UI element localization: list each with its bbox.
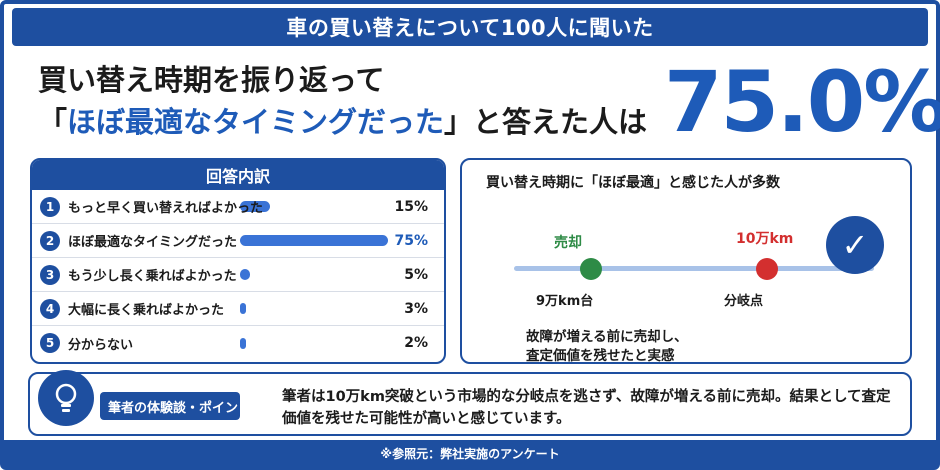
insight-note-line2: 査定価値を残せたと実感 — [526, 348, 675, 364]
headline-line2: 「ほぼ最適なタイミングだった」と答えた人は — [38, 100, 647, 144]
breakdown-row: 3 もう少し長く乗ればよかった 5% — [32, 258, 444, 292]
breakdown-row: 4 大幅に長く乗ればよかった 3% — [32, 292, 444, 326]
headline-big-value: 75.0% — [664, 53, 940, 151]
breakdown-bar — [240, 337, 246, 349]
insight-panel: 買い替え時期に「ほぼ最適」と感じた人が多数 売却 10万km 9万km台 分岐点… — [460, 158, 912, 364]
source-footer: ※参照元：弊社実施のアンケート — [4, 440, 936, 466]
insight-note: 故障が増える前に売却し、 査定価値を残せたと実感 — [526, 328, 688, 366]
row-number-badge: 2 — [40, 230, 60, 251]
breakdown-value: 15% — [394, 198, 428, 215]
breakdown-value: 2% — [404, 335, 428, 351]
breakdown-panel: 回答内訳 1 もっと早く買い替えればよかった 15% 2 ほぼ最適なタイミングだった 75… — [30, 158, 446, 364]
breakdown-label: 大幅に長く乗ればよかった — [68, 303, 225, 318]
breakdown-label: もう少し長く乗ればよかった — [68, 269, 237, 284]
breakdown-label: 分からない — [68, 337, 134, 353]
headline-suffix: と答えた人は — [473, 105, 648, 139]
headline-highlight: ほぼ最適なタイミングだった — [67, 105, 445, 139]
row-number-badge: 3 — [40, 264, 60, 285]
breakdown-label: もっと早く買い替えればよかった — [68, 201, 264, 216]
breakdown-bar — [240, 201, 270, 212]
breakdown-value: 5% — [404, 266, 428, 283]
breakdown-value: 3% — [404, 300, 428, 317]
row-number-badge: 4 — [40, 298, 60, 319]
breakdown-row: 5 分からない 2% — [32, 326, 444, 360]
row-number-badge: 5 — [40, 333, 60, 353]
sold-label: 売却 — [554, 235, 582, 251]
row-number-badge: 1 — [40, 196, 60, 217]
sold-point-marker — [580, 258, 602, 280]
lightbulb-icon — [38, 370, 94, 426]
header-title: 車の買い替えについて100人に聞いた — [12, 8, 928, 46]
experience-text: 筆者は10万km突破という市場的な分岐点を逃さず、故障が増える前に売却。結果とし… — [282, 389, 891, 427]
experience-panel: 筆者の体験談・ポイント 筆者は10万km突破という市場的な分岐点を逃さず、故障が… — [28, 370, 912, 436]
breakdown-title: 回答内訳 — [32, 160, 444, 190]
breakdown-value: 75% — [394, 232, 428, 249]
sold-mileage-label: 9万km台 — [536, 294, 594, 309]
insight-title: 買い替え時期に「ほぼ最適」と感じた人が多数 — [486, 175, 780, 191]
open-quote: 「 — [38, 105, 68, 139]
breakdown-row: 2 ほぼ最適なタイミングだった 75% — [32, 224, 444, 258]
headline: 買い替え時期を振り返って 「ほぼ最適なタイミングだった」と答えた人は — [38, 60, 647, 144]
breakdown-label: ほぼ最適なタイミングだった — [68, 235, 238, 250]
headline-line1: 買い替え時期を振り返って — [38, 63, 385, 97]
experience-badge: 筆者の体験談・ポイント — [100, 392, 240, 420]
branch-point-label: 分岐点 — [724, 294, 764, 309]
mileage-timeline — [514, 266, 874, 271]
breakdown-bar — [240, 269, 250, 280]
close-quote: 」 — [444, 105, 474, 139]
threshold-point-marker — [756, 258, 778, 280]
breakdown-bar — [240, 303, 246, 314]
breakdown-bar — [240, 235, 388, 246]
breakdown-row: 1 もっと早く買い替えればよかった 15% — [32, 190, 444, 224]
threshold-label: 10万km — [736, 231, 794, 247]
check-icon: ✓ — [826, 216, 884, 274]
insight-note-line1: 故障が増える前に売却し、 — [526, 329, 688, 345]
